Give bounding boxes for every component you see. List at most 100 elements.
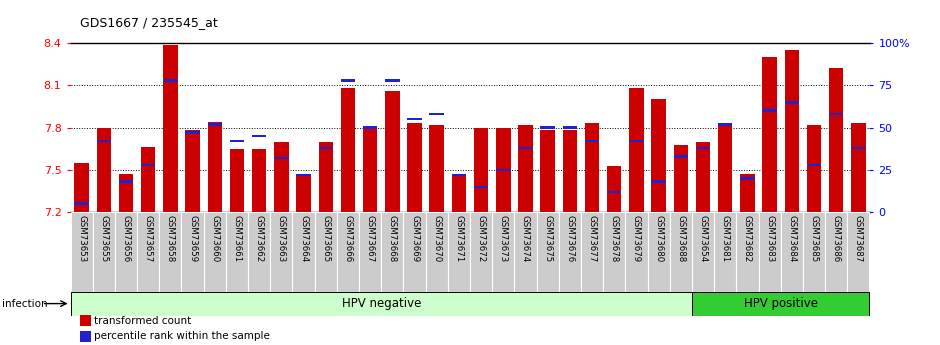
Bar <box>204 212 226 292</box>
Bar <box>164 45 178 212</box>
Bar <box>807 125 822 212</box>
Text: GSM73668: GSM73668 <box>388 215 397 263</box>
Bar <box>692 292 870 316</box>
Bar <box>382 212 403 292</box>
Bar <box>740 177 755 180</box>
Bar <box>669 212 692 292</box>
Bar <box>407 118 422 120</box>
Bar <box>315 212 337 292</box>
Bar <box>185 130 200 212</box>
Text: GSM73673: GSM73673 <box>499 215 508 263</box>
Bar <box>807 164 822 166</box>
Bar <box>296 174 311 212</box>
Bar <box>115 212 137 292</box>
Text: GDS1667 / 235545_at: GDS1667 / 235545_at <box>80 16 218 29</box>
Bar <box>430 125 444 212</box>
Bar <box>226 212 248 292</box>
Bar <box>274 157 289 159</box>
Bar <box>692 212 714 292</box>
Bar <box>674 145 688 212</box>
Bar <box>252 135 266 137</box>
Bar <box>740 174 755 212</box>
Bar <box>829 113 843 115</box>
Bar <box>208 123 222 126</box>
Text: GSM73655: GSM73655 <box>100 215 108 263</box>
Bar <box>829 69 843 212</box>
Bar <box>493 212 514 292</box>
Bar <box>581 212 603 292</box>
Text: GSM73675: GSM73675 <box>543 215 552 263</box>
Bar <box>603 212 625 292</box>
Text: GSM73658: GSM73658 <box>165 215 175 263</box>
Bar <box>585 140 600 142</box>
Bar <box>651 180 666 183</box>
Bar <box>496 169 510 171</box>
Text: GSM73684: GSM73684 <box>788 215 796 263</box>
Text: GSM73664: GSM73664 <box>299 215 308 263</box>
Text: transformed count: transformed count <box>94 316 191 325</box>
Bar <box>514 212 537 292</box>
Bar <box>759 212 781 292</box>
Text: GSM73656: GSM73656 <box>121 215 131 263</box>
Bar <box>118 180 133 183</box>
Bar <box>403 212 426 292</box>
Bar <box>674 155 688 158</box>
Text: GSM73671: GSM73671 <box>454 215 463 263</box>
Bar <box>718 125 732 212</box>
Bar <box>803 212 825 292</box>
Bar <box>97 140 111 142</box>
Bar <box>762 109 776 112</box>
Bar <box>97 128 111 212</box>
Text: GSM73667: GSM73667 <box>366 215 375 263</box>
Bar <box>607 166 621 212</box>
Bar <box>229 149 244 212</box>
Text: GSM73659: GSM73659 <box>188 215 197 263</box>
Text: GSM73674: GSM73674 <box>521 215 530 263</box>
Bar <box>159 212 181 292</box>
Bar <box>474 186 488 188</box>
Bar <box>696 147 711 149</box>
Bar <box>785 101 799 104</box>
Text: GSM73686: GSM73686 <box>832 215 840 263</box>
Bar <box>474 128 488 212</box>
Bar <box>585 124 600 212</box>
Bar <box>847 212 870 292</box>
Text: GSM73661: GSM73661 <box>232 215 242 263</box>
Bar <box>430 113 444 115</box>
Bar <box>607 191 621 193</box>
Bar <box>518 147 533 149</box>
Text: GSM73683: GSM73683 <box>765 215 775 263</box>
Bar <box>852 147 866 149</box>
Text: GSM73680: GSM73680 <box>654 215 663 263</box>
Bar <box>736 212 759 292</box>
Bar <box>164 79 178 81</box>
Bar <box>185 131 200 134</box>
Bar <box>292 212 315 292</box>
Bar <box>181 212 204 292</box>
Bar <box>563 130 577 212</box>
Bar <box>93 212 115 292</box>
Bar <box>141 164 155 166</box>
Text: GSM73654: GSM73654 <box>698 215 708 263</box>
Bar <box>540 126 555 129</box>
Bar <box>248 212 271 292</box>
Bar <box>452 174 466 176</box>
Text: GSM73657: GSM73657 <box>144 215 152 263</box>
Bar <box>563 126 577 129</box>
Text: GSM73670: GSM73670 <box>432 215 441 263</box>
Bar <box>385 91 400 212</box>
Text: GSM73672: GSM73672 <box>477 215 486 263</box>
Bar <box>651 99 666 212</box>
Text: HPV negative: HPV negative <box>341 297 421 310</box>
Bar <box>252 149 266 212</box>
Bar <box>825 212 847 292</box>
Bar <box>785 50 799 212</box>
Bar <box>447 212 470 292</box>
Bar <box>762 57 776 212</box>
Text: GSM73679: GSM73679 <box>632 215 641 263</box>
Bar <box>363 126 377 129</box>
Text: GSM73688: GSM73688 <box>677 215 685 263</box>
Bar <box>319 147 333 149</box>
Bar <box>337 212 359 292</box>
Bar <box>74 203 88 205</box>
